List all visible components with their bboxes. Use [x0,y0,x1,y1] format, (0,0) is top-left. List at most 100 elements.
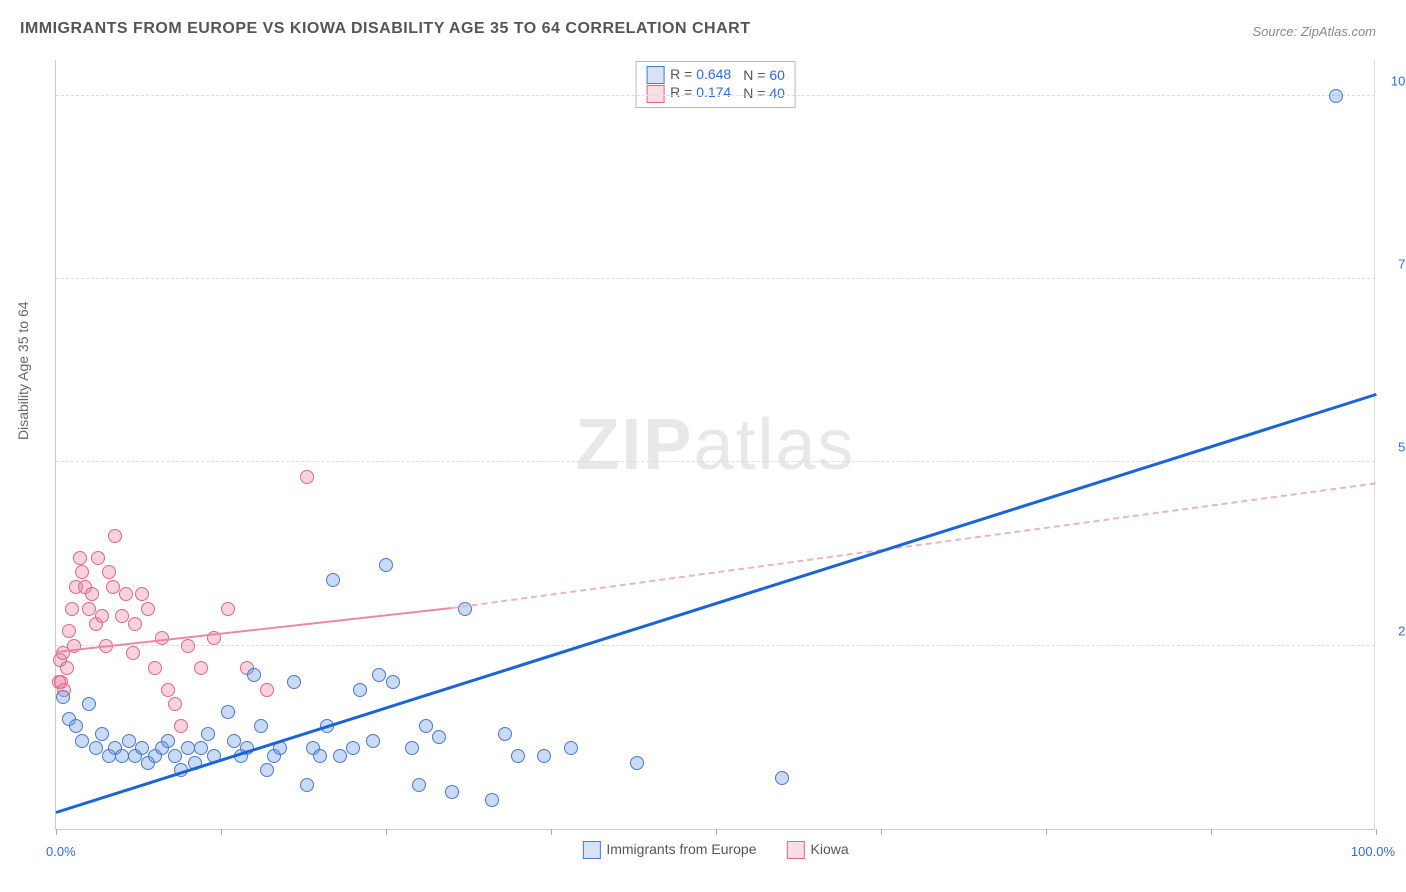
legend-item-pink: Kiowa [787,841,849,859]
scatter-point-blue [419,719,433,733]
scatter-point-blue [56,690,70,704]
scatter-point-pink [106,580,120,594]
scatter-point-pink [194,661,208,675]
watermark-rest: atlas [693,405,855,485]
right-border [1374,60,1375,829]
scatter-point-blue [405,741,419,755]
scatter-point-pink [221,602,235,616]
n-label: N = [743,67,765,83]
x-tick [56,829,57,835]
scatter-point-pink [135,587,149,601]
scatter-point-pink [181,639,195,653]
scatter-point-blue [432,730,446,744]
y-tick-label: 100.0% [1391,73,1406,88]
scatter-point-pink [108,529,122,543]
scatter-point-blue [333,749,347,763]
scatter-point-pink [161,683,175,697]
x-tick [551,829,552,835]
scatter-point-blue [485,793,499,807]
x-tick [1211,829,1212,835]
x-tick [221,829,222,835]
scatter-point-pink [60,661,74,675]
scatter-point-blue [537,749,551,763]
watermark-bold: ZIP [575,405,693,485]
scatter-point-pink [119,587,133,601]
scatter-point-blue [353,683,367,697]
scatter-point-pink [168,697,182,711]
x-tick [881,829,882,835]
legend-row-blue: R = 0.648 N = 60 [646,66,785,84]
scatter-point-blue [221,705,235,719]
swatch-blue [582,841,600,859]
scatter-point-pink [148,661,162,675]
scatter-point-pink [85,587,99,601]
scatter-point-blue [260,763,274,777]
x-tick [716,829,717,835]
scatter-point-blue [346,741,360,755]
scatter-point-blue [69,719,83,733]
scatter-point-blue [287,675,301,689]
scatter-point-blue [1329,89,1343,103]
scatter-point-blue [300,778,314,792]
y-tick-label: 50.0% [1398,440,1406,455]
scatter-point-pink [128,617,142,631]
swatch-blue [646,66,664,84]
scatter-point-blue [412,778,426,792]
scatter-point-blue [95,727,109,741]
x-tick [386,829,387,835]
scatter-point-pink [126,646,140,660]
chart-title: IMMIGRANTS FROM EUROPE VS KIOWA DISABILI… [20,20,750,38]
scatter-point-blue [75,734,89,748]
scatter-point-blue [511,749,525,763]
swatch-pink [787,841,805,859]
series-legend: Immigrants from Europe Kiowa [582,841,848,859]
scatter-point-blue [326,573,340,587]
scatter-point-blue [498,727,512,741]
scatter-point-pink [141,602,155,616]
grid-line [56,95,1375,96]
legend-label: Kiowa [811,841,849,857]
scatter-point-blue [372,668,386,682]
scatter-point-pink [75,565,89,579]
scatter-point-blue [313,749,327,763]
scatter-point-blue [135,741,149,755]
correlation-legend: R = 0.648 N = 60 R = 0.174 N = 40 [635,61,796,108]
scatter-point-blue [115,749,129,763]
legend-row-pink: R = 0.174 N = 40 [646,84,785,102]
scatter-point-pink [174,719,188,733]
scatter-point-pink [300,470,314,484]
scatter-point-pink [102,565,116,579]
scatter-point-pink [95,609,109,623]
x-tick-min: 0.0% [46,844,76,859]
scatter-point-blue [201,727,215,741]
scatter-point-blue [181,741,195,755]
legend-item-blue: Immigrants from Europe [582,841,756,859]
scatter-point-pink [260,683,274,697]
grid-line [56,278,1375,279]
scatter-point-blue [122,734,136,748]
r-label: R = [670,84,692,100]
r-value: 0.174 [696,84,731,100]
scatter-point-blue [445,785,459,799]
scatter-point-blue [386,675,400,689]
n-value: 60 [769,67,785,83]
y-tick-label: 75.0% [1398,257,1406,272]
scatter-point-blue [775,771,789,785]
scatter-point-blue [254,719,268,733]
grid-line [56,461,1375,462]
scatter-point-blue [564,741,578,755]
legend-label: Immigrants from Europe [606,841,756,857]
scatter-point-blue [168,749,182,763]
scatter-point-pink [62,624,76,638]
scatter-point-pink [73,551,87,565]
scatter-point-blue [366,734,380,748]
scatter-point-blue [194,741,208,755]
source-attribution: Source: ZipAtlas.com [1252,24,1376,39]
n-label: N = [743,85,765,101]
scatter-point-pink [82,602,96,616]
scatter-point-pink [65,602,79,616]
scatter-point-blue [247,668,261,682]
x-tick [1376,829,1377,835]
scatter-point-blue [161,734,175,748]
scatter-point-blue [379,558,393,572]
